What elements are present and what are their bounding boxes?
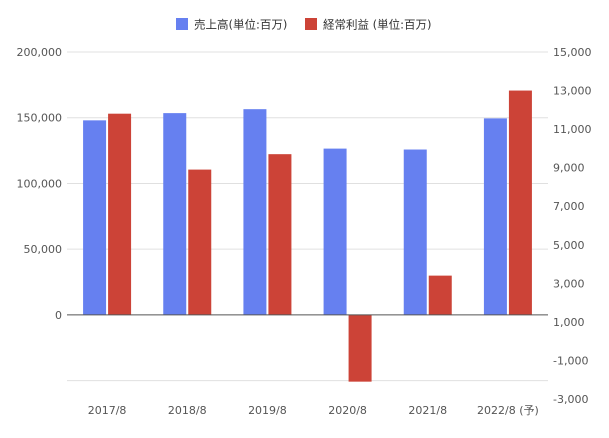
x-tick-label: 2018/8	[168, 404, 207, 417]
bar-ordinary-profit	[188, 169, 212, 315]
right-y-tick-label: -3,000	[553, 393, 588, 406]
x-tick-label: 2019/8	[248, 404, 287, 417]
left-y-tick-label: 100,000	[17, 177, 63, 190]
bar-sales	[243, 109, 267, 315]
right-y-tick-label: 1,000	[553, 316, 585, 329]
x-tick-label: 2022/8 (予)	[477, 404, 539, 417]
x-tick-label: 2021/8	[408, 404, 447, 417]
bar-sales	[403, 149, 427, 315]
bar-sales	[83, 120, 107, 315]
right-y-axis: -3,000 -1,000 1,000 3,000 5,000 7,000 9,000 11,…	[553, 46, 592, 406]
legend-label: 経常利益 (単位:百万)	[323, 18, 432, 32]
left-y-tick-label: 200,000	[17, 46, 63, 59]
right-y-tick-label: 7,000	[553, 200, 585, 213]
bars	[83, 90, 532, 382]
right-y-tick-label: 5,000	[553, 239, 585, 252]
x-tick-label: 2017/8	[88, 404, 127, 417]
legend-swatch	[176, 18, 188, 30]
right-y-tick-label: -1,000	[553, 354, 588, 367]
legend-swatch	[305, 18, 317, 30]
x-axis: 2017/8 2018/8 2019/8 2020/8 2021/8 2022/8 (予)	[88, 404, 539, 417]
legend-label: 売上高(単位:百万)	[194, 18, 287, 32]
bar-ordinary-profit	[268, 154, 292, 315]
bar-ordinary-profit	[348, 314, 372, 382]
right-y-tick-label: 11,000	[553, 123, 592, 136]
right-y-tick-label: 9,000	[553, 162, 585, 175]
legend: 売上高(単位:百万) 経常利益 (単位:百万)	[176, 18, 432, 32]
bar-sales	[323, 148, 347, 315]
bar-ordinary-profit	[428, 275, 452, 315]
left-y-tick-label: 0	[55, 309, 62, 322]
left-y-tick-label: 150,000	[17, 112, 63, 125]
bar-ordinary-profit	[108, 113, 132, 315]
right-y-tick-label: 3,000	[553, 277, 585, 290]
left-y-axis: 0 50,000 100,000 150,000 200,000	[17, 46, 63, 322]
gridlines	[67, 51, 548, 382]
bar-ordinary-profit	[508, 90, 532, 315]
right-y-tick-label: 13,000	[553, 85, 592, 98]
left-y-tick-label: 50,000	[24, 243, 63, 256]
bar-sales	[163, 113, 187, 315]
bar-sales	[483, 118, 507, 315]
x-tick-label: 2020/8	[328, 404, 367, 417]
right-y-tick-label: 15,000	[553, 46, 592, 59]
